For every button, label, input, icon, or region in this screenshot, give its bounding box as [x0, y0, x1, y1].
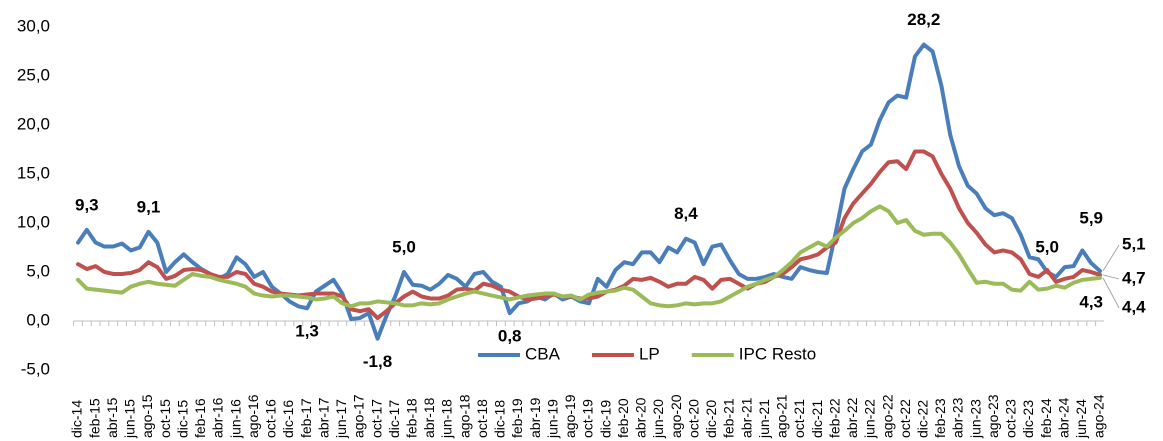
x-tick-label: dic-21	[809, 400, 825, 438]
x-tick-label: feb-24	[1038, 398, 1054, 438]
y-tick-label: 0,0	[26, 310, 50, 329]
x-tick-label: abr-18	[421, 397, 437, 438]
x-tick-label: jun-20	[650, 399, 666, 439]
x-tick-label: dic-14	[69, 400, 85, 438]
x-tick-label: oct-23	[1003, 399, 1019, 438]
data-label: 5,1	[1122, 235, 1146, 254]
x-tick-label: feb-19	[509, 398, 525, 438]
x-tick-label: abr-21	[738, 397, 754, 438]
x-tick-label: dic-16	[280, 400, 296, 438]
data-label: -1,8	[363, 352, 392, 371]
x-tick-label: abr-15	[104, 397, 120, 438]
x-tick-label: jun-21	[756, 399, 772, 439]
x-tick-label: jun-18	[439, 399, 455, 439]
y-tick-label: 20,0	[17, 114, 50, 133]
x-tick-label: dic-23	[1020, 400, 1036, 438]
x-tick-label: jun-17	[333, 399, 349, 439]
data-label: 1,3	[295, 322, 319, 341]
x-tick-label: ago-22	[879, 394, 895, 438]
x-tick-label: abr-17	[315, 397, 331, 438]
data-label: 8,4	[674, 204, 698, 223]
y-tick-label: -5,0	[21, 359, 50, 378]
x-tick-label: abr-19	[527, 397, 543, 438]
series-line	[76, 204, 1102, 309]
leader-line	[1102, 277, 1120, 309]
leader-line	[1102, 274, 1120, 280]
data-label: 4,4	[1122, 297, 1146, 316]
y-tick-label: 10,0	[17, 212, 50, 231]
x-tick-label: dic-15	[174, 400, 190, 438]
legend-label: IPC Resto	[739, 344, 816, 363]
x-tick-label: feb-15	[86, 398, 102, 438]
data-label: 4,7	[1122, 268, 1146, 287]
x-tick-label: ago-15	[139, 394, 155, 438]
x-tick-label: abr-22	[844, 397, 860, 438]
y-tick-label: 15,0	[17, 163, 50, 182]
x-tick-label: feb-21	[721, 398, 737, 438]
x-tick-label: dic-20	[703, 400, 719, 438]
x-tick-label: abr-24	[1055, 397, 1071, 438]
data-label: 5,0	[1035, 237, 1059, 256]
x-tick-label: ago-20	[668, 394, 684, 438]
x-tick-label: oct-16	[263, 399, 279, 438]
x-tick-label: feb-20	[615, 398, 631, 438]
x-tick-label: jun-16	[227, 399, 243, 439]
data-label: 9,3	[75, 195, 99, 214]
x-tick-label: ago-21	[774, 394, 790, 438]
x-tick-label: oct-22	[897, 399, 913, 438]
x-tick-label: ago-17	[351, 394, 367, 438]
series-line	[76, 42, 1102, 341]
x-tick-label: jun-22	[862, 399, 878, 439]
x-tick-label: feb-17	[298, 398, 314, 438]
x-tick-label: oct-20	[685, 399, 701, 438]
leader-line	[1102, 244, 1120, 272]
x-tick-label: feb-16	[192, 398, 208, 438]
x-tick-label: abr-23	[950, 397, 966, 438]
x-tick-label: jun-23	[967, 399, 983, 439]
data-label: 5,0	[392, 237, 416, 256]
data-label: 0,8	[498, 327, 522, 346]
x-tick-label: feb-23	[932, 398, 948, 438]
x-tick-label: ago-23	[985, 394, 1001, 438]
x-tick-label: ago-18	[456, 394, 472, 438]
legend-label: CBA	[525, 344, 561, 363]
x-tick-label: feb-22	[826, 398, 842, 438]
x-tick-label: ago-19	[562, 394, 578, 438]
x-tick-label: feb-18	[403, 398, 419, 438]
series-line	[76, 149, 1102, 321]
x-tick-label: dic-18	[492, 400, 508, 438]
y-tick-label: 30,0	[17, 16, 50, 35]
data-label: 4,3	[1079, 292, 1103, 311]
x-tick-label: jun-15	[122, 399, 138, 439]
y-tick-label: 5,0	[26, 261, 50, 280]
x-tick-label: oct-19	[580, 399, 596, 438]
data-label: 28,2	[907, 10, 940, 29]
x-tick-label: ago-24	[1091, 394, 1107, 438]
x-tick-label: abr-16	[210, 397, 226, 438]
x-tick-label: oct-21	[791, 399, 807, 438]
y-tick-label: 25,0	[17, 65, 50, 84]
x-tick-label: abr-20	[633, 397, 649, 438]
x-tick-label: jun-19	[544, 399, 560, 439]
x-tick-label: dic-19	[597, 400, 613, 438]
x-tick-label: jun-24	[1073, 399, 1089, 439]
data-label: 9,1	[137, 197, 161, 216]
x-tick-label: oct-18	[474, 399, 490, 438]
x-tick-label: dic-22	[914, 400, 930, 438]
x-tick-label: ago-16	[245, 394, 261, 438]
x-tick-label: oct-15	[157, 399, 173, 438]
data-label: 5,9	[1079, 209, 1103, 228]
x-tick-label: dic-17	[386, 400, 402, 438]
x-tick-label: oct-17	[368, 399, 384, 438]
legend-label: LP	[639, 344, 660, 363]
